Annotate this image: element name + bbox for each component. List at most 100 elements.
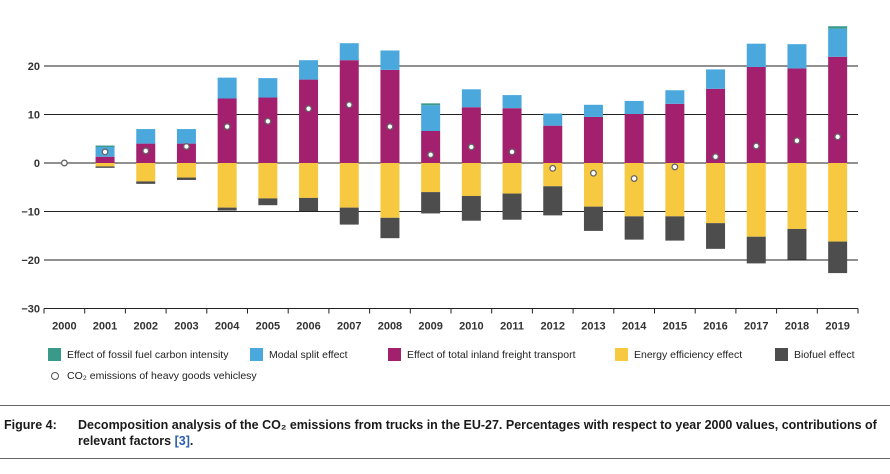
- bar-segment: [502, 95, 522, 109]
- legend-label: Effect of fossil fuel carbon intensity: [67, 348, 229, 361]
- co2-marker: [305, 105, 312, 113]
- co2-marker: [427, 151, 435, 159]
- caption-end: .: [189, 434, 194, 448]
- legend-item: CO₂ emissions of heavy goods vehiclesy: [48, 370, 257, 382]
- bar-segment: [746, 236, 766, 264]
- bar-segment: [583, 206, 603, 231]
- co2-marker: [223, 123, 231, 131]
- bar-segment: [828, 28, 848, 57]
- x-tick-label: 2002: [134, 321, 158, 333]
- bar-segment: [380, 163, 400, 218]
- y-tick-label: −10: [21, 207, 40, 219]
- bar-segment: [583, 163, 603, 207]
- legend-swatch-biofuel: [775, 348, 788, 361]
- co2-marker: [712, 153, 719, 161]
- bar-segment: [583, 104, 603, 117]
- bar-segment: [583, 116, 603, 163]
- bar-segment: [421, 192, 441, 214]
- bar-segment: [665, 90, 685, 104]
- bar-segment: [624, 216, 644, 240]
- bar-segment: [624, 163, 644, 217]
- bar-segment: [176, 177, 196, 180]
- legend-label: Modal split effect: [269, 348, 348, 361]
- bar-segment: [461, 107, 481, 163]
- bar-segment: [665, 163, 685, 217]
- co2-marker: [142, 147, 150, 155]
- bar-segment: [95, 156, 115, 163]
- legend-swatch-fossil: [48, 348, 61, 361]
- bar-segment: [176, 163, 196, 178]
- bar-layer: [95, 26, 848, 274]
- co2-marker: [752, 142, 760, 150]
- co2-marker: [793, 137, 801, 145]
- x-tick-label: 2014: [622, 321, 647, 333]
- bar-segment: [787, 228, 807, 260]
- x-tick-label: 2018: [785, 321, 809, 333]
- x-tick-label: 2004: [215, 321, 240, 333]
- x-tick-label: 2001: [93, 321, 117, 333]
- grid-lines: [43, 65, 859, 314]
- bar-segment: [95, 145, 115, 147]
- bar-segment: [421, 103, 441, 106]
- bar-segment: [217, 207, 237, 211]
- y-axis-ticks: −30 −20 −10 0 10 20: [21, 61, 40, 316]
- y-tick-label: −20: [21, 255, 40, 267]
- bar-segment: [502, 163, 522, 194]
- legend-item: Biofuel effect: [775, 348, 855, 361]
- bar-segment: [543, 163, 563, 187]
- reference-link[interactable]: [3]: [174, 434, 190, 448]
- bar-segment: [828, 26, 848, 29]
- bar-segment: [136, 181, 156, 184]
- y-tick-label: −30: [21, 304, 40, 316]
- bar-segment: [339, 60, 359, 163]
- bar-segment: [299, 163, 319, 198]
- bar-segment: [380, 217, 400, 239]
- bar-segment: [706, 88, 726, 163]
- bar-segment: [299, 60, 319, 80]
- bar-segment: [258, 78, 278, 98]
- caption-label: Figure 4:: [4, 418, 57, 432]
- bar-segment: [787, 163, 807, 229]
- bar-segment: [258, 97, 278, 163]
- co2-marker: [182, 143, 190, 150]
- bar-segment: [217, 163, 237, 208]
- bar-segment: [461, 163, 481, 196]
- bar-segment: [136, 163, 156, 182]
- x-tick-label: 2006: [296, 321, 320, 333]
- legend-item: Modal split effect: [250, 348, 348, 361]
- caption-divider: [0, 405, 890, 406]
- x-tick-label: 2000: [52, 321, 76, 333]
- legend-swatch-energy: [615, 348, 628, 361]
- y-tick-label: 20: [28, 61, 40, 73]
- x-tick-label: 2012: [541, 321, 565, 333]
- bar-segment: [828, 56, 848, 163]
- co2-marker: [549, 164, 557, 172]
- bar-segment: [380, 50, 400, 70]
- x-tick-label: 2019: [825, 321, 849, 333]
- bar-segment: [502, 193, 522, 220]
- bar-segment: [624, 100, 644, 115]
- bar-segment: [299, 197, 319, 212]
- bar-segment: [543, 113, 563, 126]
- bar-segment: [461, 89, 481, 108]
- y-tick-label: 10: [28, 110, 40, 122]
- co2-marker: [60, 159, 68, 167]
- caption-bottom-divider: [0, 458, 890, 459]
- bar-segment: [787, 44, 807, 69]
- bar-segment: [95, 166, 115, 168]
- bar-segment: [665, 216, 685, 241]
- co2-marker: [630, 175, 638, 182]
- bar-segment: [339, 207, 359, 225]
- x-tick-label: 2015: [663, 321, 687, 333]
- co2-marker: [101, 148, 109, 156]
- circle-marker-icon: [51, 372, 59, 380]
- x-tick-label: 2008: [378, 321, 402, 333]
- bar-segment: [258, 198, 278, 206]
- bar-segment: [787, 68, 807, 163]
- bar-segment: [461, 195, 481, 221]
- bar-segment: [176, 143, 196, 163]
- bar-segment: [421, 105, 441, 131]
- x-tick-label: 2013: [581, 321, 605, 333]
- bar-segment: [746, 43, 766, 67]
